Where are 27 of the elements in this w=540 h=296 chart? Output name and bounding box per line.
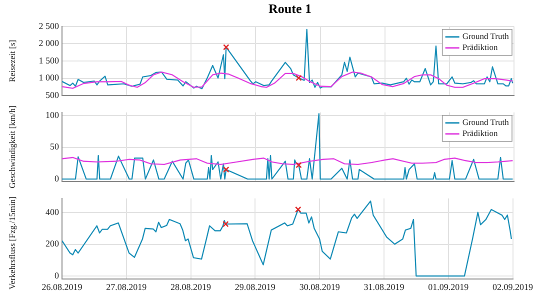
x-tick-label: 26.08.2019: [42, 282, 83, 292]
x-tick-label: 29.08.2019: [234, 282, 276, 292]
y-tick-label: 1 500: [38, 55, 60, 66]
x-tick-label: 30.08.2019: [299, 282, 340, 292]
y-tick-label: 1 000: [38, 72, 60, 83]
chart-title: Route 1: [268, 0, 312, 18]
y-tick-label: 0: [54, 270, 60, 280]
y-tick-label: 400: [46, 207, 60, 218]
x-tick-label: 02.09.2019: [492, 282, 534, 292]
y-tick-label: 0: [54, 173, 60, 184]
legend-label: Prädiktion: [462, 128, 498, 138]
legend-label: Ground Truth: [462, 117, 510, 128]
legend-label: Ground Truth: [462, 31, 510, 42]
y-tick-label: 50: [50, 142, 60, 152]
x-tick-label: 27.08.2019: [106, 282, 148, 292]
legend-label: Prädiktion: [462, 42, 498, 52]
y-axis-title: Verkehrsfluss [Fzg./15min]: [7, 196, 18, 290]
x-tick-label: 31.08.2019: [364, 282, 405, 292]
x-tick-label: 01.09.2019: [428, 282, 470, 292]
y-tick-label: 200: [46, 238, 60, 249]
x-tick-label: 28.08.2019: [170, 282, 212, 292]
y-tick-label: 2 000: [38, 38, 60, 48]
y-tick-label: 100: [46, 110, 60, 120]
y-tick-label: 500: [46, 90, 60, 100]
y-tick-label: 2 500: [38, 20, 60, 31]
y-axis-title: Geschwindigkeit [km/h]: [7, 105, 18, 188]
y-axis-title: Reisezeit [s]: [7, 40, 18, 82]
